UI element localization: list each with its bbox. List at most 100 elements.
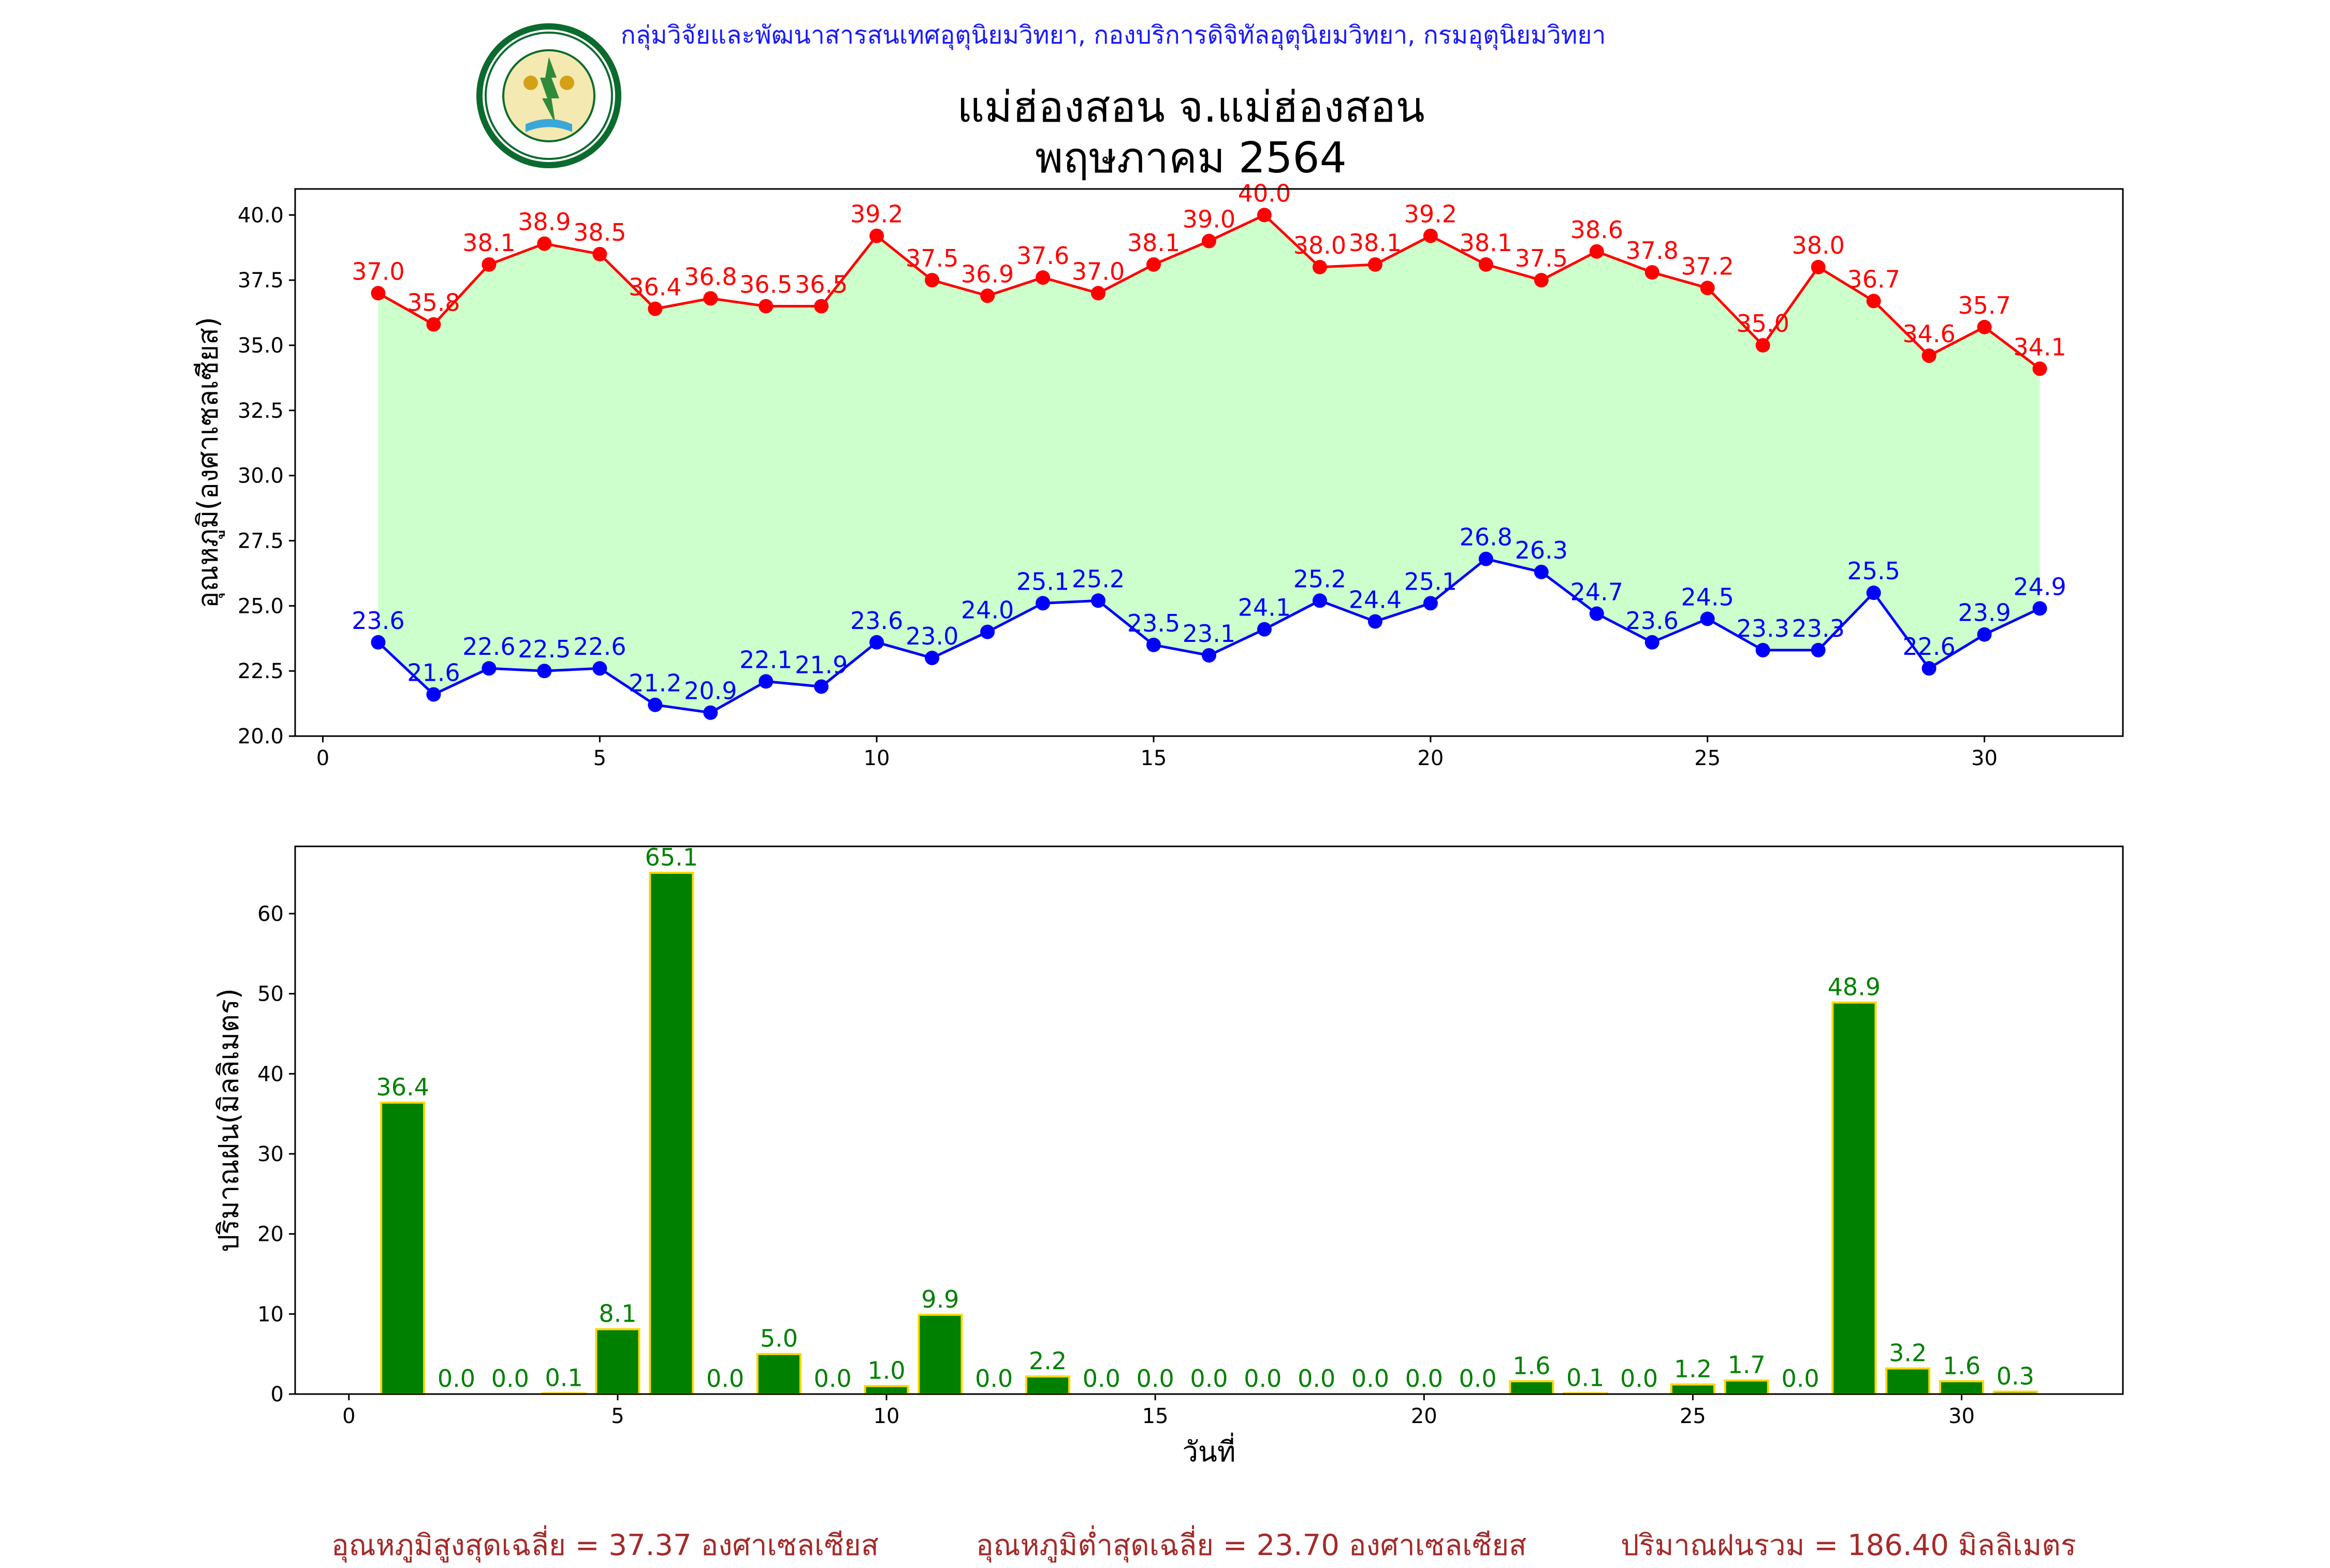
rain-bar-label: 0.1 — [1566, 1364, 1604, 1391]
max-temperature-point — [1146, 257, 1161, 272]
max-temperature-point — [980, 288, 995, 303]
min-temperature-label: 26.3 — [1515, 536, 1568, 564]
x-tick-label: 10 — [873, 1404, 900, 1428]
min-temperature-point — [703, 705, 718, 720]
min-temperature-point — [1977, 627, 1992, 642]
x-tick-label: 25 — [1694, 746, 1721, 770]
min-temperature-label: 23.6 — [850, 607, 903, 635]
y-tick-label: 30.0 — [238, 464, 284, 488]
y-tick-label: 37.5 — [238, 269, 284, 292]
max-temperature-point — [1202, 233, 1216, 248]
x-tick-label: 30 — [1971, 746, 1998, 770]
max-temperature-point — [1644, 265, 1659, 280]
rain-bar-label: 0.1 — [545, 1364, 583, 1391]
temperature-chart: 37.035.838.138.9 38.536.4 36.8 36.5 36.539.2… — [192, 179, 2124, 770]
y-tick-label: 20.0 — [238, 725, 284, 749]
rain-bar — [380, 1101, 426, 1395]
max-temperature-label: 37.6 — [1016, 242, 1069, 270]
rain-bar-label: 0.0 — [491, 1365, 529, 1393]
min-temperature-label: 24.7 — [1570, 578, 1623, 606]
max-temperature-label: 40.0 — [1238, 179, 1291, 207]
min-temperature-label: 26.8 — [1460, 523, 1512, 551]
rain-bar-label: 0.0 — [1351, 1365, 1389, 1393]
max-temperature-point — [1036, 270, 1051, 285]
max-temperature-point — [1755, 338, 1770, 353]
max-temperature-label: 37.8 — [1626, 237, 1679, 265]
max-temperature-label: 37.5 — [1515, 244, 1568, 272]
max-temperature-point — [537, 236, 552, 251]
max-temperature-point — [648, 301, 663, 316]
min-temperature-point — [592, 661, 607, 676]
max-temperature-label: 38.0 — [1293, 231, 1346, 259]
y-tick-label: 30 — [257, 1142, 284, 1166]
rain-bar-label: 36.4 — [376, 1073, 429, 1101]
max-temperature-label: 38.1 — [1127, 229, 1180, 257]
min-temperature-point — [648, 697, 663, 712]
y-tick-label: 60 — [257, 902, 284, 926]
max-temperature-label: 38.1 — [462, 229, 515, 257]
max-temperature-point — [1866, 294, 1881, 309]
rain-bar — [1670, 1383, 1715, 1395]
min-temperature-label: 21.9 — [795, 651, 848, 679]
x-tick-label: 10 — [864, 746, 890, 770]
summary-bar: อุณหภูมิสูงสุดเฉลี่ย = 37.37 องศาเซลเซีย… — [0, 1522, 2330, 1562]
max-temperature-point — [925, 273, 940, 288]
max-temperature-label: 35.0 — [1736, 310, 1789, 338]
min-temperature-point — [1423, 596, 1438, 611]
min-temperature-label: 23.3 — [1792, 614, 1844, 642]
min-temperature-point — [1367, 614, 1382, 629]
min-temperature-label: 25.5 — [1847, 557, 1900, 585]
rain-bar-label: 0.0 — [1405, 1365, 1443, 1393]
max-temperature-label: 39.0 — [1183, 206, 1235, 233]
max-temperature-label: 39.2 — [850, 200, 903, 228]
x-tick-label: 5 — [611, 1404, 624, 1428]
max-temperature-point — [1257, 208, 1272, 223]
rain-bar-label: 0.0 — [1244, 1365, 1282, 1393]
min-temperature-label: 25.1 — [1404, 567, 1457, 595]
min-temperature-point — [371, 635, 386, 650]
min-temperature-point — [1146, 637, 1161, 652]
rain-bar-label: 1.7 — [1728, 1351, 1766, 1379]
charts-canvas: 37.035.838.138.9 38.536.4 36.8 36.5 36.539.2… — [192, 179, 2124, 1468]
rain-bar-label: 0.0 — [1298, 1365, 1335, 1393]
rain-bar — [1831, 1001, 1877, 1395]
y-tick-label: 40.0 — [238, 203, 284, 227]
min-temperature-label: 23.6 — [1626, 607, 1679, 635]
rain-bar-label: 0.0 — [1137, 1365, 1174, 1393]
rain-bar — [918, 1313, 963, 1395]
max-temperature-point — [2032, 361, 2047, 376]
rain-x-axis-label: วันที่ — [1183, 1432, 1236, 1468]
max-temperature-label: 37.0 — [1072, 257, 1125, 285]
temperature-range-fill — [378, 215, 2040, 713]
y-tick-label: 25.0 — [238, 594, 284, 618]
avg-max-temp-summary: อุณหภูมิสูงสุดเฉลี่ย = 37.37 องศาเซลเซีย… — [331, 1529, 879, 1562]
rain-bar — [595, 1328, 640, 1395]
min-temperature-point — [980, 624, 995, 639]
x-tick-label: 30 — [1948, 1404, 1975, 1428]
min-temperature-label: 24.1 — [1238, 594, 1291, 622]
max-temperature-label: 38.6 — [1570, 216, 1623, 244]
min-temperature-point — [1036, 596, 1051, 611]
min-temperature-label: 24.9 — [2013, 573, 2066, 600]
max-temperature-point — [482, 257, 497, 272]
rain-bar-label: 1.6 — [1512, 1352, 1550, 1380]
min-temperature-point — [759, 674, 774, 689]
min-temperature-label: 23.9 — [1958, 599, 2011, 627]
rainfall-chart: 36.4 0.0 0.0 0.1 8.1 65.1 0.0 5.0 0.0 1.0 9.9 0.0 2.… — [212, 843, 2124, 1468]
x-tick-label: 0 — [342, 1404, 355, 1428]
y-tick-label: 22.5 — [238, 660, 284, 683]
min-temperature-point — [1644, 635, 1659, 650]
rain-bar — [1025, 1375, 1071, 1395]
y-tick-label: 27.5 — [238, 530, 284, 553]
min-temperature-label: 22.6 — [573, 633, 626, 661]
max-temperature-label: 36.5 — [795, 271, 848, 299]
rain-plot-frame — [294, 845, 2124, 1395]
y-tick-label: 35.0 — [238, 334, 284, 358]
rain-bar-label: 5.0 — [760, 1325, 798, 1353]
temperature-y-axis-label: อุณหภูมิ(องศาเซลเซียส) — [192, 317, 225, 608]
min-temperature-label: 25.2 — [1293, 565, 1346, 593]
rain-bar — [1885, 1367, 1931, 1396]
rain-bar-label: 3.2 — [1889, 1339, 1927, 1367]
max-temperature-point — [814, 299, 829, 314]
max-temperature-label: 36.9 — [961, 260, 1014, 288]
